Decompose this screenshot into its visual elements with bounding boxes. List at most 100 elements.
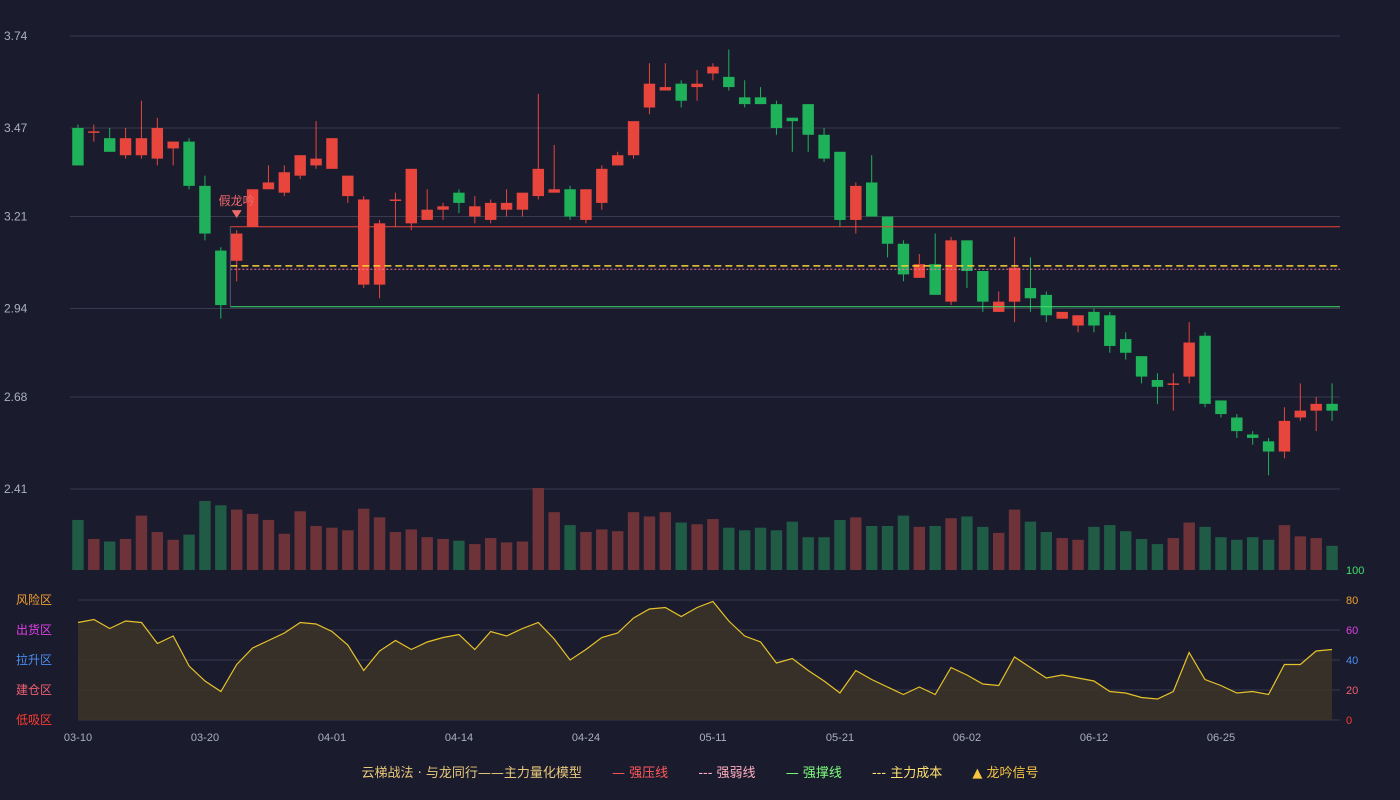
candle-body [326,138,338,169]
candle-body [1294,410,1307,418]
candle-body [1278,420,1291,452]
x-tick-label: 06-12 [1080,732,1108,744]
volume-bar [786,521,799,570]
candle-body [961,240,973,272]
volume-bar [913,526,926,570]
volume-bar [1119,531,1132,570]
candle-body [453,192,465,203]
candle-body [1231,417,1243,432]
volume-bar [945,518,957,570]
x-tick-label: 04-14 [445,732,473,744]
candle-body [389,199,402,201]
candle-body [929,264,941,295]
volume-bar [453,540,465,570]
legend-label: 强弱线 [716,766,756,781]
volume-bar [770,530,783,570]
candle-body [675,83,687,101]
volume-bar [469,544,481,570]
candle-body [1167,383,1180,385]
volume-bar [850,517,862,570]
legend-item-signal[interactable]: ▲ 龙吟信号 [972,766,1038,781]
volume-bar [151,532,164,570]
legend-item-pressure[interactable]: — 强压线 [612,766,668,781]
volume-bar [929,525,941,570]
x-tick-label: 06-02 [953,732,981,744]
legend-item-support[interactable]: — 强撑线 [786,766,842,781]
legend-symbol: --- [698,766,713,781]
candle-body [1135,356,1148,377]
legend-label: 强压线 [629,766,669,781]
volume-bar [961,516,973,570]
volume-bar [262,519,275,570]
chart-canvas: 3.74 3.47 3.21 2.94 2.68 2.41 假龙吟 100 80 60 40 20 0 风… [4,29,1364,744]
volume-bar [1104,525,1116,570]
candle-body [754,97,767,105]
candle-body [1199,335,1211,404]
candle-body [215,250,227,306]
zone-label: 出货区 [16,622,52,637]
candle-body [421,209,433,220]
volume-bar [580,532,592,570]
volume-bar [103,541,116,570]
legend-symbol: — [785,766,799,781]
volume-bar [342,530,354,570]
volume-bar [1151,544,1164,570]
candle-body [723,76,735,88]
volume-bar [1088,526,1100,570]
x-tick-label: 03-10 [64,732,92,744]
candle-body [1215,400,1227,415]
candle-body [1056,311,1068,319]
legend-item-weak[interactable]: --- 强弱线 [698,766,755,781]
candle-body [865,182,878,217]
volume-bar [881,525,894,570]
legend-symbol: --- [871,766,887,781]
volume-bar [373,517,386,570]
candle-body [691,83,703,88]
candle-body [119,138,132,156]
volume-bar [691,524,703,570]
volume-bar [357,508,370,570]
candle-body [881,216,894,244]
volume-bar [1135,538,1148,570]
signal-arrow-icon [231,210,242,219]
candle-body [199,185,211,234]
volume-bar [675,522,687,570]
legend-item-cost[interactable]: --- 主力成本 [872,766,942,781]
candle-body [802,104,814,135]
volume-bar [484,538,497,570]
volume-bar [183,534,195,570]
volume-bar [310,525,322,570]
volume-bar [802,537,814,570]
candle-body [135,138,148,156]
candle-body [738,97,751,105]
candle-body [310,158,322,166]
x-tick-label: 06-25 [1207,732,1235,744]
volume-bar [865,525,878,570]
volume-bar [199,500,211,570]
volume-bar [627,512,640,570]
volume-bar [1262,539,1275,570]
candle-body [278,172,291,193]
volume-bar [1024,521,1037,570]
volume-bar [897,515,910,570]
candle-body [405,168,418,224]
candle-body [246,189,259,227]
legend-label: 主力成本 [890,766,943,781]
volume-bar [278,533,291,570]
volume-bar [1326,545,1338,570]
candle-body [1151,380,1164,387]
volume-bar [723,527,735,570]
volume-bar [389,532,402,570]
zone-label: 低吸区 [16,713,52,727]
volume-bar [1167,538,1180,570]
volume-bar [643,516,656,570]
volume-bar [1231,539,1243,570]
zone-label: 建仓区 [16,683,52,697]
volume-bar [818,537,830,570]
volume-bar [88,538,100,570]
candle-body [1024,288,1037,299]
legend-label: 强撑线 [802,766,842,781]
volume-bar [834,519,846,570]
x-tick-label: 03-20 [191,732,219,744]
indicator-tick-label: 100 [1346,565,1364,577]
